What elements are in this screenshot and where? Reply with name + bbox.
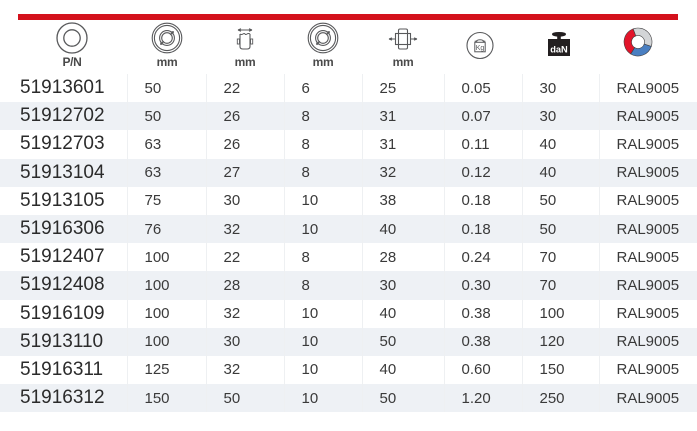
svg-text:daN: daN (550, 44, 568, 54)
svg-text:Kg: Kg (476, 45, 485, 52)
